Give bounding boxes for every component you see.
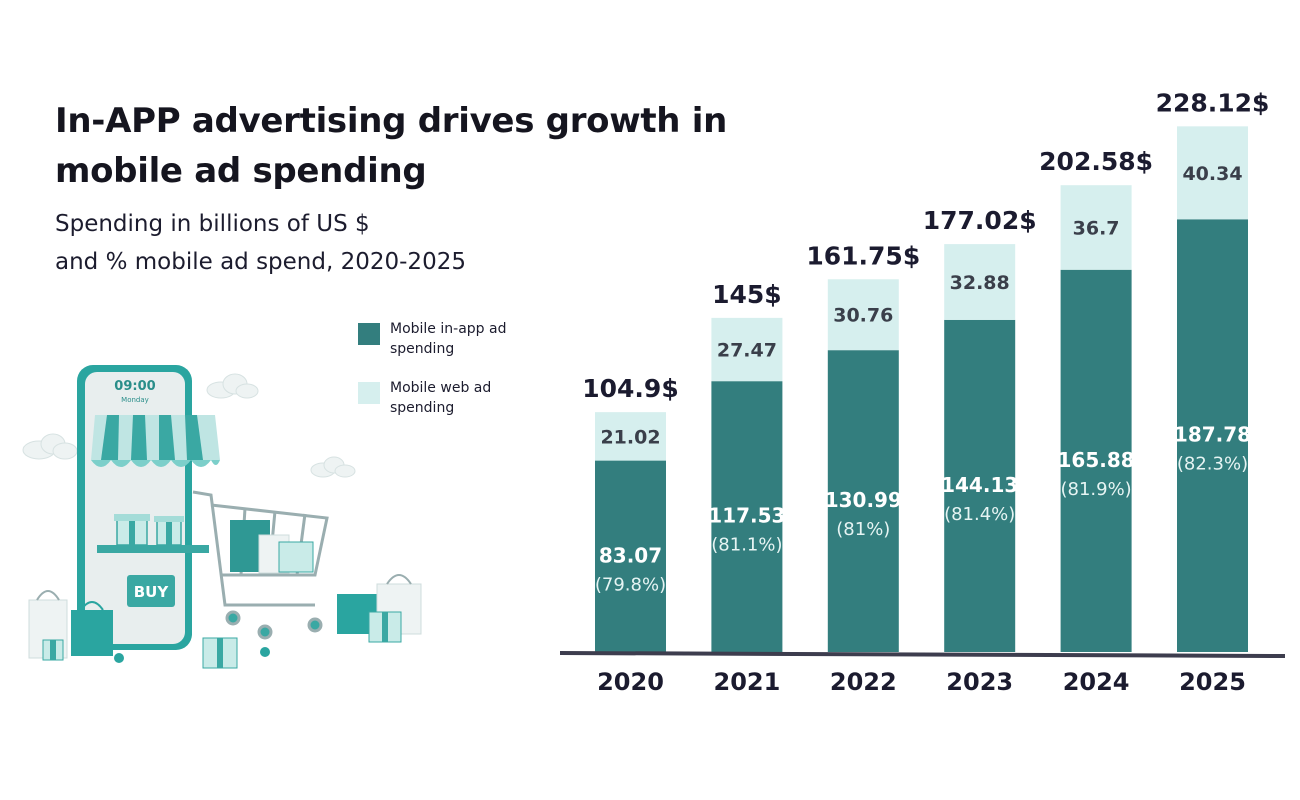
shelf	[97, 545, 209, 553]
bar-web	[1060, 185, 1132, 270]
phone-time: 09:00	[114, 379, 155, 394]
phone-day: Monday	[121, 396, 149, 404]
gift-box-icon	[42, 639, 64, 661]
bar-inapp	[944, 319, 1016, 652]
data-label-inapp: 144.13	[941, 473, 1018, 497]
chart-subtitle-line-2: and % mobile ad spend, 2020-2025	[55, 249, 466, 275]
buy-button-illustration: BUY	[127, 575, 175, 607]
bar-web	[827, 279, 899, 351]
legend-swatch-inapp	[358, 323, 380, 345]
x-axis-line	[559, 651, 1286, 658]
data-label-total: 228.12$	[1156, 88, 1270, 117]
buy-label: BUY	[134, 583, 170, 601]
gift-box-icon	[114, 514, 150, 546]
awning-icon	[91, 415, 220, 467]
data-label-total: 161.75$	[806, 241, 920, 270]
bar-inapp	[1060, 269, 1132, 652]
legend-swatch-web	[358, 382, 380, 404]
x-tick-label: 2022	[830, 668, 897, 696]
shopping-bag-icon	[71, 610, 113, 656]
gift-box-icon	[278, 541, 314, 573]
data-label-total: 104.9$	[582, 374, 678, 403]
x-tick-label: 2023	[946, 668, 1013, 696]
gift-box-icon	[202, 637, 238, 669]
data-label-inapp: 187.78	[1174, 423, 1251, 447]
bars-layer	[595, 126, 1248, 653]
bar-web	[711, 317, 783, 382]
data-label-inapp: 117.53	[708, 504, 785, 528]
cloud-icon	[206, 373, 259, 399]
data-label-total: 202.58$	[1039, 147, 1153, 176]
chart-subtitle-line-1: Spending in billions of US $	[55, 211, 370, 237]
gift-box-icon	[368, 611, 402, 643]
data-label-web: 40.34	[1182, 163, 1242, 185]
data-label-inapp: 130.99	[825, 488, 902, 512]
gift-box-icon	[154, 516, 184, 546]
data-label-percent: (81.1%)	[711, 535, 782, 556]
data-label-percent: (81.9%)	[1060, 479, 1131, 500]
cloud-icon	[22, 433, 78, 460]
phone-icon: 09:00 Monday	[77, 365, 192, 650]
data-label-total: 145$	[712, 280, 782, 309]
data-label-percent: (79.8%)	[595, 574, 666, 595]
bar-inapp	[1177, 219, 1248, 653]
shopping-illustration: 09:00 Monday BUY	[22, 365, 422, 669]
data-label-percent: (81.4%)	[944, 504, 1015, 525]
bar-inapp	[595, 460, 666, 652]
legend-item-web: Mobile web ad spending	[358, 378, 510, 418]
labels-layer: 83.07 (79.8%) 21.02 104.9$ 117.53 (81.1%) 27.4…	[582, 88, 1269, 595]
data-label-percent: (82.3%)	[1177, 454, 1248, 475]
x-tick-label: 2020	[597, 668, 664, 696]
data-label-inapp: 165.88	[1058, 448, 1135, 472]
cloud-icon	[310, 456, 356, 478]
x-tick-labels: 2020 2021 2022 2023 2024 2025	[597, 668, 1246, 696]
legend-item-inapp: Mobile in-app ad spending	[358, 319, 510, 359]
x-tick-label: 2025	[1179, 668, 1246, 696]
legend-label-web: Mobile web ad spending	[390, 380, 492, 416]
bar-inapp	[711, 381, 783, 652]
data-label-web: 27.47	[717, 340, 777, 362]
bar-web	[1177, 126, 1248, 220]
x-tick-label: 2021	[714, 668, 781, 696]
bar-web	[595, 412, 666, 461]
data-label-web: 32.88	[950, 272, 1010, 294]
data-label-web: 30.76	[833, 305, 893, 327]
data-label-percent: (81%)	[836, 519, 890, 540]
bar-web	[944, 244, 1016, 320]
data-label-web: 36.7	[1073, 217, 1120, 239]
x-tick-label: 2024	[1063, 668, 1130, 696]
data-label-inapp: 83.07	[599, 543, 662, 567]
chart-title: In-APP advertising drives growth in mobi…	[55, 101, 727, 191]
data-label-web: 21.02	[600, 426, 660, 448]
bar-inapp	[827, 350, 899, 652]
data-label-total: 177.02$	[923, 206, 1037, 235]
legend-label-inapp: Mobile in-app ad spending	[390, 321, 507, 357]
